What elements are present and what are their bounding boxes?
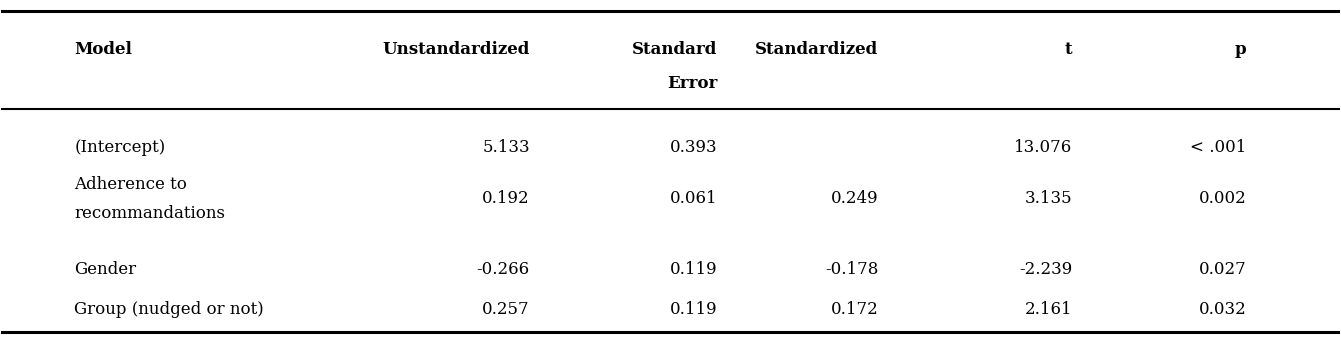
Text: 0.061: 0.061: [669, 190, 717, 207]
Text: -2.239: -2.239: [1019, 261, 1073, 278]
Text: Adherence to: Adherence to: [74, 176, 188, 193]
Text: recommandations: recommandations: [74, 205, 225, 222]
Text: 0.192: 0.192: [483, 190, 530, 207]
Text: 3.135: 3.135: [1025, 190, 1073, 207]
Text: Standard: Standard: [632, 41, 717, 58]
Text: 13.076: 13.076: [1014, 139, 1073, 156]
Text: 0.119: 0.119: [669, 261, 717, 278]
Text: Group (nudged or not): Group (nudged or not): [74, 301, 264, 318]
Text: Model: Model: [74, 41, 133, 58]
Text: 0.393: 0.393: [669, 139, 717, 156]
Text: Standardized: Standardized: [755, 41, 878, 58]
Text: 5.133: 5.133: [483, 139, 530, 156]
Text: 2.161: 2.161: [1025, 301, 1073, 318]
Text: Gender: Gender: [74, 261, 137, 278]
Text: 0.172: 0.172: [830, 301, 878, 318]
Text: 0.119: 0.119: [669, 301, 717, 318]
Text: t: t: [1065, 41, 1073, 58]
Text: < .001: < .001: [1191, 139, 1247, 156]
Text: 0.249: 0.249: [830, 190, 878, 207]
Text: 0.002: 0.002: [1199, 190, 1247, 207]
Text: -0.266: -0.266: [476, 261, 530, 278]
Text: 0.257: 0.257: [483, 301, 530, 318]
Text: 0.027: 0.027: [1199, 261, 1247, 278]
Text: p: p: [1235, 41, 1247, 58]
Text: Error: Error: [666, 75, 717, 92]
Text: 0.032: 0.032: [1199, 301, 1247, 318]
Text: (Intercept): (Intercept): [74, 139, 166, 156]
Text: -0.178: -0.178: [825, 261, 878, 278]
Text: Unstandardized: Unstandardized: [382, 41, 530, 58]
